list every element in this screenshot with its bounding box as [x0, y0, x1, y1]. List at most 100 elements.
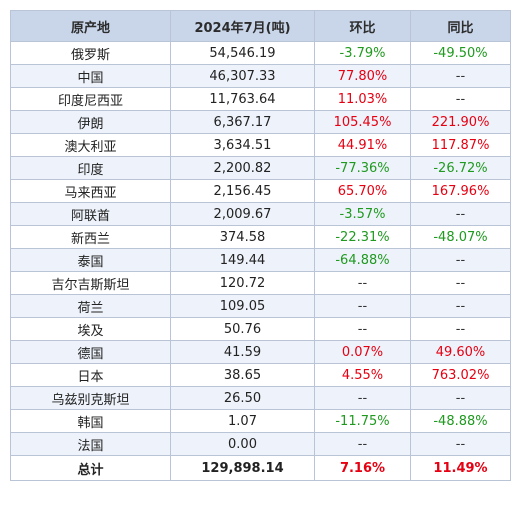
total-cell-origin: 总计 — [10, 455, 171, 481]
cell-volume: 54,546.19 — [170, 41, 315, 65]
cell-yoy: -- — [410, 64, 511, 88]
cell-yoy: -- — [410, 294, 511, 318]
cell-yoy: 117.87% — [410, 133, 511, 157]
cell-origin: 印度尼西亚 — [10, 87, 171, 111]
cell-yoy: 763.02% — [410, 363, 511, 387]
table-row: 韩国 1.07 -11.75% -48.88% — [10, 409, 511, 433]
cell-origin: 阿联酋 — [10, 202, 171, 226]
cell-volume: 46,307.33 — [170, 64, 315, 88]
table-row: 俄罗斯 54,546.19 -3.79% -49.50% — [10, 41, 511, 65]
table-row: 伊朗 6,367.17 105.45% 221.90% — [10, 110, 511, 134]
cell-mom: -22.31% — [314, 225, 411, 249]
cell-volume: 2,200.82 — [170, 156, 315, 180]
cell-yoy: -48.88% — [410, 409, 511, 433]
table-row: 新西兰 374.58 -22.31% -48.07% — [10, 225, 511, 249]
cell-volume: 38.65 — [170, 363, 315, 387]
cell-yoy: -- — [410, 317, 511, 341]
import-table-container: 原产地 2024年7月(吨) 环比 同比 俄罗斯 54,546.19 -3.79% -… — [10, 10, 511, 481]
cell-origin: 俄罗斯 — [10, 41, 171, 65]
table-row: 吉尔吉斯斯坦 120.72 -- -- — [10, 271, 511, 295]
cell-origin: 马来西亚 — [10, 179, 171, 203]
cell-mom: 11.03% — [314, 87, 411, 111]
cell-origin: 德国 — [10, 340, 171, 364]
cell-mom: -- — [314, 294, 411, 318]
table-row: 荷兰 109.05 -- -- — [10, 294, 511, 318]
cell-yoy: -- — [410, 432, 511, 456]
table-row: 阿联酋 2,009.67 -3.57% -- — [10, 202, 511, 226]
header-row: 原产地 2024年7月(吨) 环比 同比 — [10, 10, 511, 42]
cell-mom: -3.57% — [314, 202, 411, 226]
table-row: 日本 38.65 4.55% 763.02% — [10, 363, 511, 387]
cell-origin: 乌兹别克斯坦 — [10, 386, 171, 410]
cell-volume: 11,763.64 — [170, 87, 315, 111]
cell-mom: 65.70% — [314, 179, 411, 203]
cell-volume: 149.44 — [170, 248, 315, 272]
table-row: 乌兹别克斯坦 26.50 -- -- — [10, 386, 511, 410]
cell-volume: 50.76 — [170, 317, 315, 341]
cell-origin: 新西兰 — [10, 225, 171, 249]
cell-mom: 4.55% — [314, 363, 411, 387]
header-mom: 环比 — [314, 10, 411, 42]
cell-volume: 2,009.67 — [170, 202, 315, 226]
cell-mom: 105.45% — [314, 110, 411, 134]
cell-origin: 荷兰 — [10, 294, 171, 318]
cell-volume: 3,634.51 — [170, 133, 315, 157]
cell-yoy: 221.90% — [410, 110, 511, 134]
table-row: 印度尼西亚 11,763.64 11.03% -- — [10, 87, 511, 111]
total-row: 总计 129,898.14 7.16% 11.49% — [10, 455, 511, 481]
cell-yoy: -- — [410, 202, 511, 226]
table-row: 泰国 149.44 -64.88% -- — [10, 248, 511, 272]
table-body: 俄罗斯 54,546.19 -3.79% -49.50% 中国 46,307.33 77.8… — [10, 41, 511, 481]
cell-origin: 中国 — [10, 64, 171, 88]
cell-origin: 澳大利亚 — [10, 133, 171, 157]
table-row: 德国 41.59 0.07% 49.60% — [10, 340, 511, 364]
table-row: 法国 0.00 -- -- — [10, 432, 511, 456]
cell-yoy: -- — [410, 87, 511, 111]
table-row: 澳大利亚 3,634.51 44.91% 117.87% — [10, 133, 511, 157]
cell-yoy: 167.96% — [410, 179, 511, 203]
cell-origin: 印度 — [10, 156, 171, 180]
cell-mom: -- — [314, 432, 411, 456]
cell-mom: 44.91% — [314, 133, 411, 157]
import-origin-table: 原产地 2024年7月(吨) 环比 同比 俄罗斯 54,546.19 -3.79% -… — [10, 10, 511, 481]
total-cell-mom: 7.16% — [314, 455, 411, 481]
cell-mom: -- — [314, 386, 411, 410]
cell-origin: 埃及 — [10, 317, 171, 341]
cell-mom: -- — [314, 271, 411, 295]
cell-yoy: -- — [410, 386, 511, 410]
cell-mom: -11.75% — [314, 409, 411, 433]
table-row: 马来西亚 2,156.45 65.70% 167.96% — [10, 179, 511, 203]
cell-yoy: -- — [410, 271, 511, 295]
cell-volume: 374.58 — [170, 225, 315, 249]
cell-yoy: -48.07% — [410, 225, 511, 249]
cell-volume: 109.05 — [170, 294, 315, 318]
cell-volume: 6,367.17 — [170, 110, 315, 134]
header-yoy: 同比 — [410, 10, 511, 42]
table-row: 埃及 50.76 -- -- — [10, 317, 511, 341]
total-cell-yoy: 11.49% — [410, 455, 511, 481]
cell-mom: 0.07% — [314, 340, 411, 364]
cell-origin: 法国 — [10, 432, 171, 456]
table-row: 印度 2,200.82 -77.36% -26.72% — [10, 156, 511, 180]
cell-origin: 韩国 — [10, 409, 171, 433]
cell-yoy: 49.60% — [410, 340, 511, 364]
cell-mom: -3.79% — [314, 41, 411, 65]
cell-yoy: -49.50% — [410, 41, 511, 65]
cell-yoy: -26.72% — [410, 156, 511, 180]
cell-mom: -- — [314, 317, 411, 341]
cell-mom: -77.36% — [314, 156, 411, 180]
cell-volume: 1.07 — [170, 409, 315, 433]
cell-origin: 伊朗 — [10, 110, 171, 134]
table-row: 中国 46,307.33 77.80% -- — [10, 64, 511, 88]
header-origin: 原产地 — [10, 10, 171, 42]
header-volume: 2024年7月(吨) — [170, 10, 315, 42]
cell-origin: 日本 — [10, 363, 171, 387]
cell-volume: 120.72 — [170, 271, 315, 295]
total-cell-volume: 129,898.14 — [170, 455, 315, 481]
cell-origin: 吉尔吉斯斯坦 — [10, 271, 171, 295]
cell-volume: 41.59 — [170, 340, 315, 364]
cell-volume: 2,156.45 — [170, 179, 315, 203]
cell-volume: 26.50 — [170, 386, 315, 410]
cell-mom: -64.88% — [314, 248, 411, 272]
cell-mom: 77.80% — [314, 64, 411, 88]
